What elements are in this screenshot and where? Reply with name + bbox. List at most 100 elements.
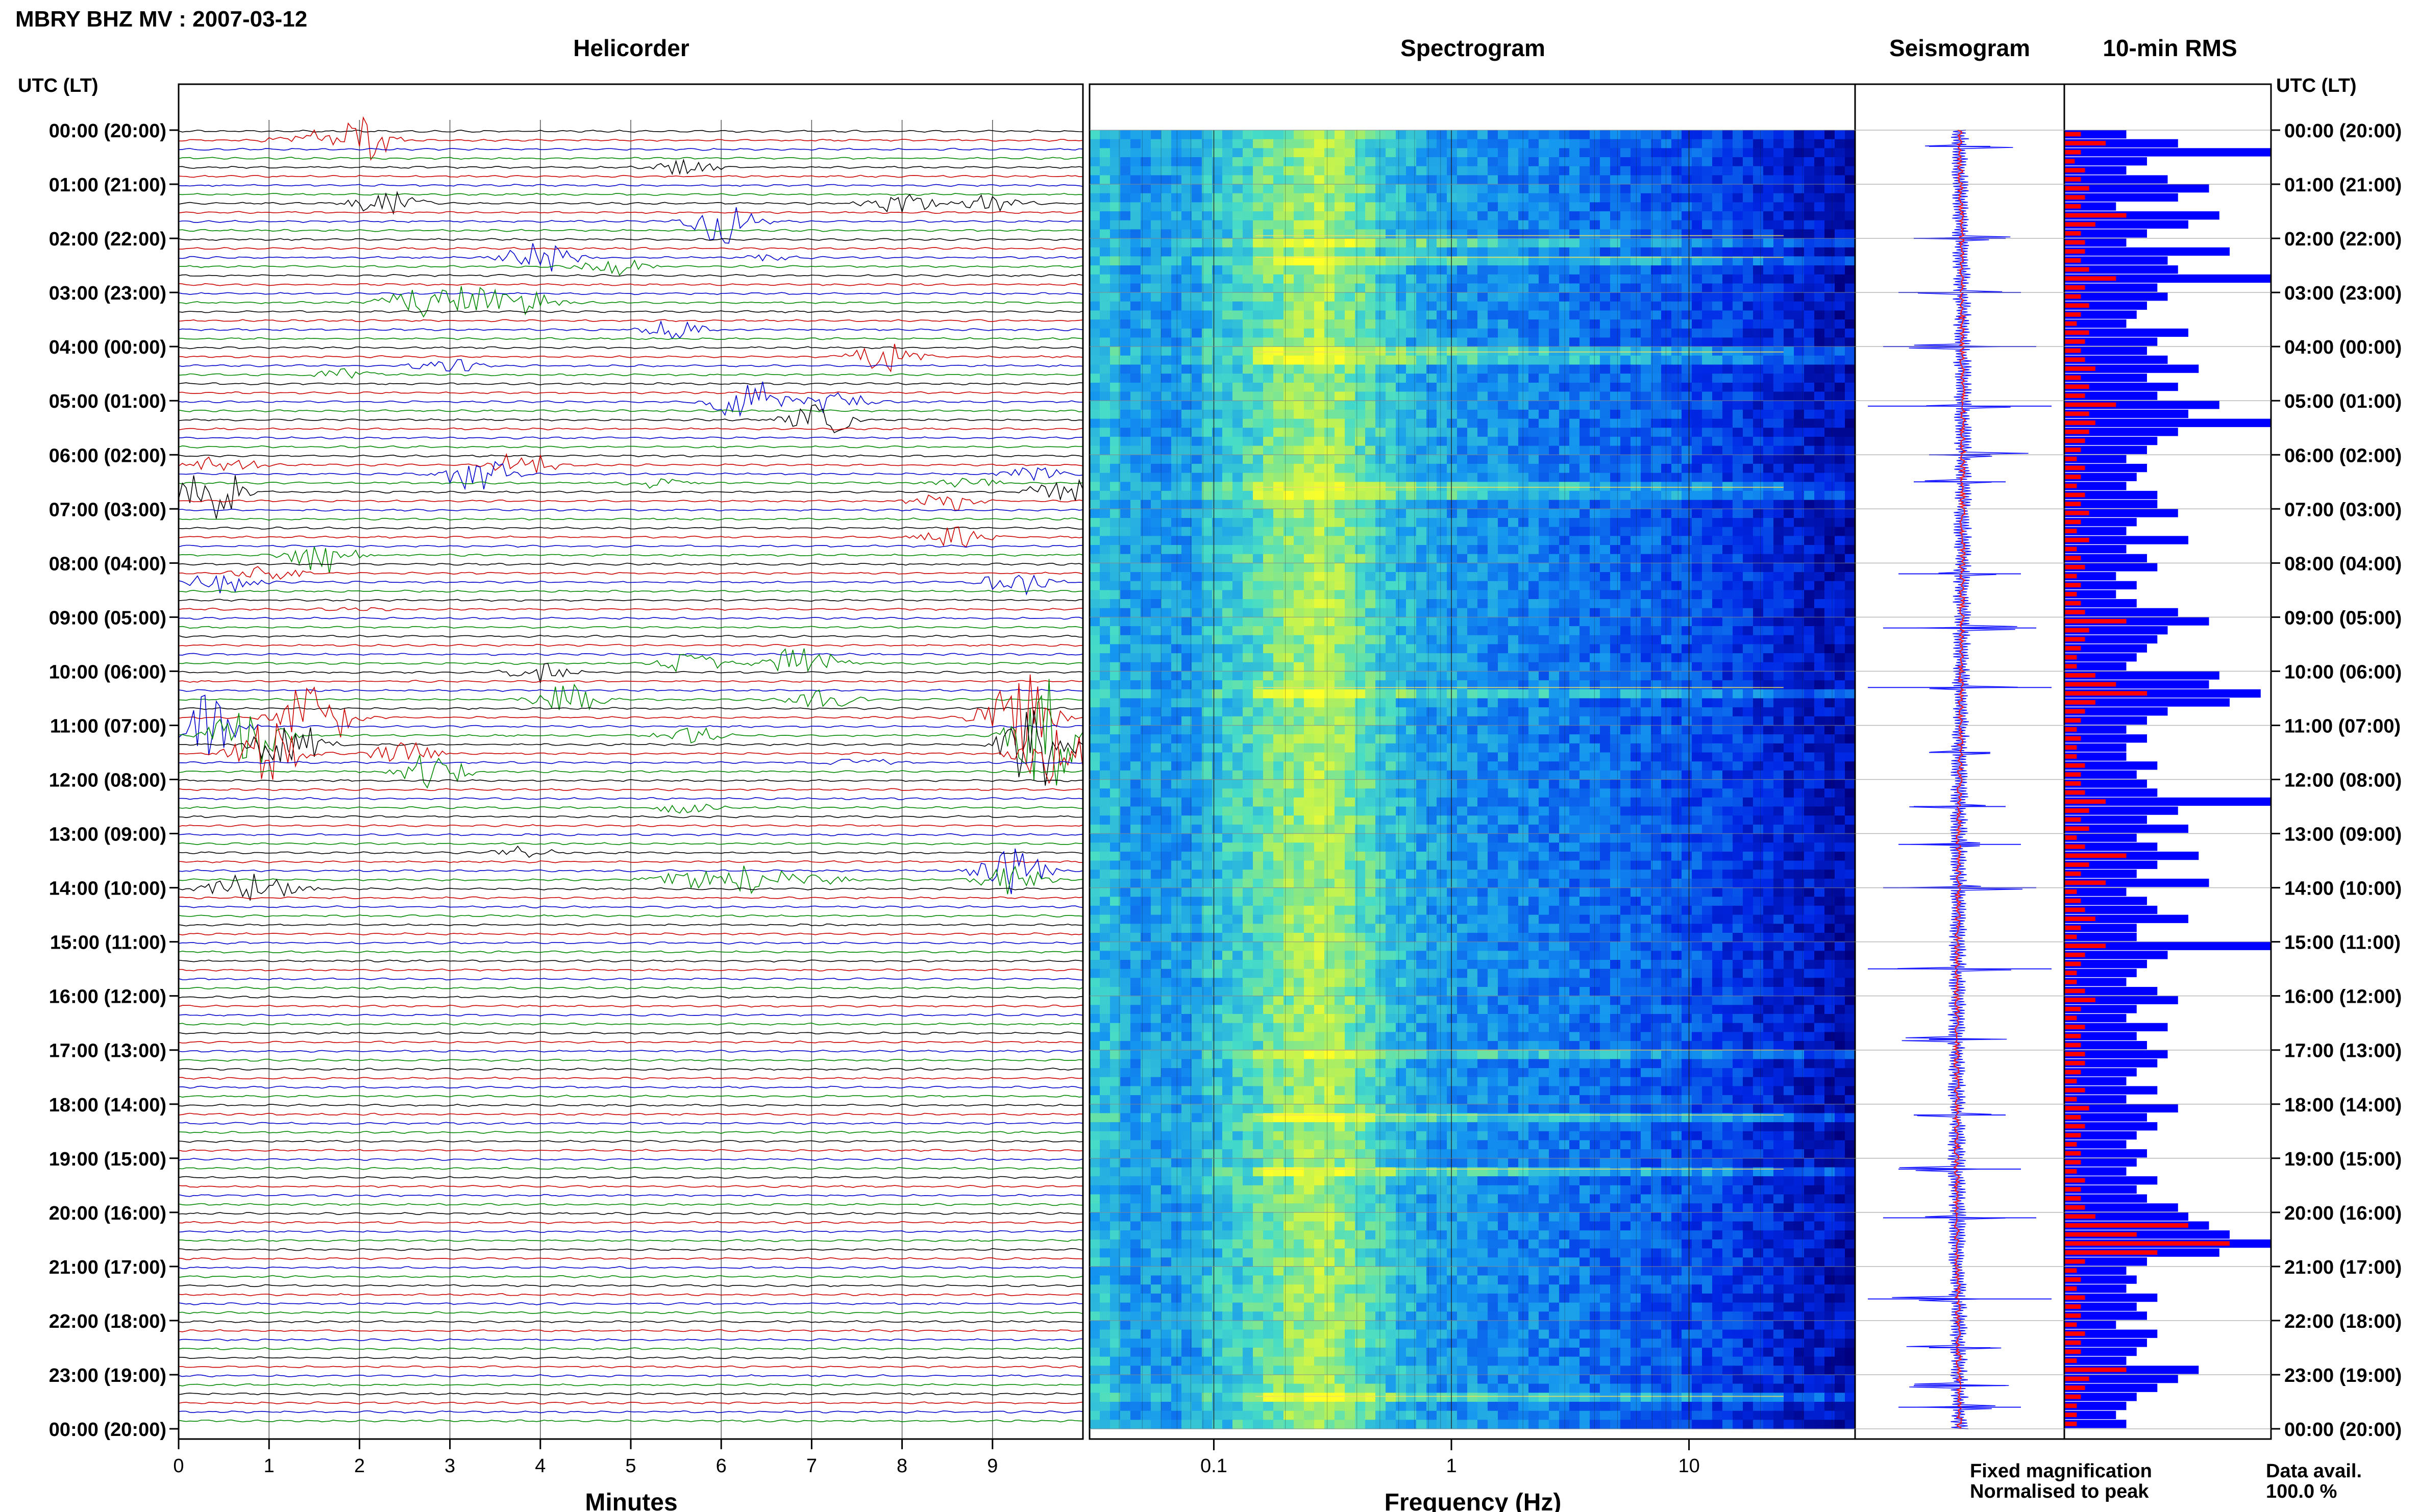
spectrogram-cell <box>1743 220 1754 230</box>
spectrogram-cell <box>1171 337 1182 347</box>
spectrogram-cell <box>1110 689 1121 699</box>
spectrogram-cell <box>1733 220 1743 230</box>
spectrogram-cell <box>1784 346 1794 356</box>
spectrogram-cell <box>1671 572 1682 582</box>
spectrogram-cell <box>1457 166 1468 176</box>
spectrogram-cell <box>1773 698 1784 708</box>
spectrogram-cell <box>1671 463 1682 474</box>
spectrogram-cell <box>1151 310 1162 320</box>
spectrogram-cell <box>1702 536 1713 546</box>
spectrogram-cell <box>1671 247 1682 257</box>
spectrogram-cell <box>1355 463 1366 474</box>
spectrogram-cell <box>1763 626 1774 636</box>
spectrogram-cell <box>1375 509 1386 518</box>
spectrogram-cell <box>1498 175 1509 185</box>
spectrogram-cell <box>1671 292 1682 302</box>
spectrogram-cell <box>1335 274 1345 284</box>
spectrogram-cell <box>1406 473 1417 482</box>
spectrogram-cell <box>1692 401 1702 410</box>
spectrogram-cell <box>1814 157 1825 167</box>
spectrogram-cell <box>1283 148 1294 158</box>
spectrogram-cell <box>1824 436 1835 447</box>
spectrogram-cell <box>1386 346 1396 356</box>
spectrogram-cell <box>1181 292 1192 302</box>
spectrogram-cell <box>1804 716 1815 726</box>
spectrogram-cell <box>1192 490 1202 501</box>
spectrogram-cell <box>1743 463 1754 474</box>
spectrogram-cell <box>1835 463 1845 474</box>
spectrogram-cell <box>1559 671 1570 681</box>
spectrogram-cell <box>1600 626 1611 636</box>
spectrogram-cell <box>1763 409 1774 419</box>
spectrogram-cell <box>1161 436 1172 447</box>
spectrogram-cell <box>1457 455 1468 464</box>
spectrogram-cell <box>1437 211 1447 221</box>
spectrogram-cell <box>1222 401 1233 410</box>
spectrogram-cell <box>1477 662 1488 672</box>
spectrogram-cell <box>1181 536 1192 546</box>
spectrogram-cell <box>1447 139 1458 148</box>
spectrogram-cell <box>1355 401 1366 410</box>
spectrogram-cell <box>1110 536 1121 546</box>
spectrogram-cell <box>1733 382 1743 392</box>
spectrogram-cell <box>1528 328 1539 338</box>
spectrogram-cell <box>1396 662 1406 672</box>
spectrogram-cell <box>1151 563 1162 573</box>
spectrogram-cell <box>1406 536 1417 546</box>
spectrogram-cell <box>1682 572 1692 582</box>
spectrogram-cell <box>1181 374 1192 383</box>
spectrogram-cell <box>1692 292 1702 302</box>
spectrogram-cell <box>1120 653 1131 663</box>
spectrogram-cell <box>1579 409 1590 419</box>
spectrogram-cell <box>1641 653 1651 663</box>
spectrogram-cell <box>1518 139 1529 148</box>
spectrogram-cell <box>1365 626 1376 636</box>
spectrogram-cell <box>1437 220 1447 230</box>
spectrogram-cell <box>1100 247 1110 257</box>
spectrogram-cell <box>1355 238 1366 248</box>
spectrogram-cell <box>1743 355 1754 365</box>
spectrogram-cell <box>1814 265 1825 275</box>
spectrogram-cell <box>1283 130 1294 140</box>
spectrogram-cell <box>1467 274 1478 284</box>
spectrogram-cell <box>1335 346 1345 356</box>
spectrogram-cell <box>1651 545 1662 555</box>
spectrogram-cell <box>1477 455 1488 464</box>
spectrogram-cell <box>1335 599 1345 609</box>
spectrogram-cell <box>1518 698 1529 708</box>
spectrogram-cell <box>1651 536 1662 546</box>
spectrogram-cell <box>1467 229 1478 239</box>
spectrogram-cell <box>1682 455 1692 464</box>
spectrogram-cell <box>1181 202 1192 212</box>
spectrogram-cell <box>1641 436 1651 447</box>
spectrogram-cell <box>1824 374 1835 383</box>
spectrogram-cell <box>1253 310 1264 320</box>
spectrogram-cell <box>1528 671 1539 681</box>
spectrogram-cell <box>1375 482 1386 491</box>
spectrogram-cell <box>1396 247 1406 257</box>
spectrogram-cell <box>1763 527 1774 536</box>
spectrogram-cell <box>1161 689 1172 699</box>
spectrogram-cell <box>1345 337 1355 347</box>
spectrogram-cell <box>1090 256 1100 266</box>
spectrogram-cell <box>1488 418 1498 428</box>
spectrogram-cell <box>1590 139 1600 148</box>
spectrogram-cell <box>1202 130 1213 140</box>
spectrogram-cell <box>1682 671 1692 681</box>
spectrogram-cell <box>1304 346 1315 356</box>
spectrogram-cell <box>1151 662 1162 672</box>
spectrogram-cell <box>1488 256 1498 266</box>
spectrogram-cell <box>1355 283 1366 293</box>
spectrogram-cell <box>1304 418 1315 428</box>
spectrogram-cell <box>1253 346 1264 356</box>
spectrogram-cell <box>1498 184 1509 194</box>
spectrogram-cell <box>1273 139 1284 148</box>
spectrogram-cell <box>1631 644 1641 654</box>
spectrogram-cell <box>1365 716 1376 726</box>
spectrogram-cell <box>1141 355 1151 365</box>
spectrogram-cell <box>1243 265 1253 275</box>
spectrogram-cell <box>1171 572 1182 582</box>
spectrogram-cell <box>1733 590 1743 600</box>
spectrogram-cell <box>1253 662 1264 672</box>
spectrogram-cell <box>1447 590 1458 600</box>
